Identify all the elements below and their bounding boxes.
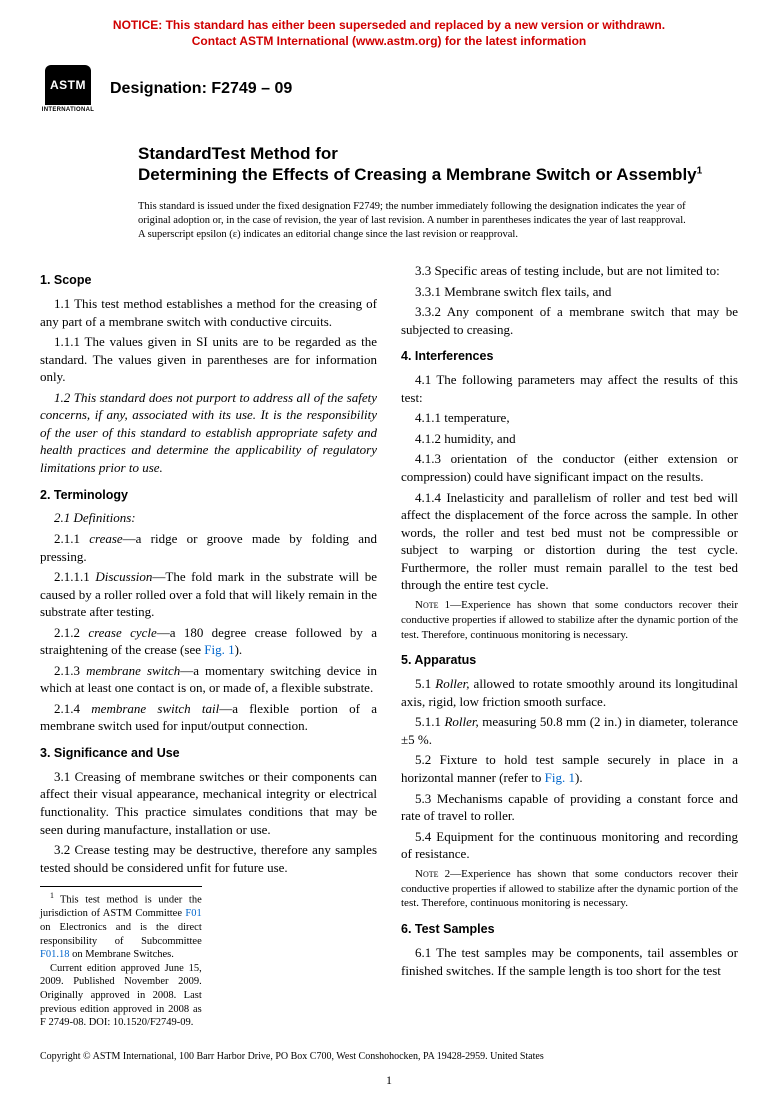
p3-3: 3.3 Specific areas of testing include, b… <box>401 262 738 280</box>
title-main: Determining the Effects of Creasing a Me… <box>138 164 738 185</box>
logo-mark: ASTM <box>45 65 91 105</box>
committee-f01[interactable]: F01 <box>185 908 201 919</box>
sec5-head: 5. Apparatus <box>401 652 738 669</box>
footnote-2: Current edition approved June 15, 2009. … <box>40 962 202 1030</box>
p2-1-3: 2.1.3 membrane switch—a momentary switch… <box>40 662 377 697</box>
sec1-head: 1. Scope <box>40 272 377 289</box>
p5-2: 5.2 Fixture to hold test sample securely… <box>401 751 738 786</box>
p3-3-2: 3.3.2 Any component of a membrane switch… <box>401 303 738 338</box>
title-pre: StandardTest Method for <box>138 143 738 164</box>
sec6-head: 6. Test Samples <box>401 921 738 938</box>
p5-1-1: 5.1.1 Roller, measuring 50.8 mm (2 in.) … <box>401 713 738 748</box>
p3-2: 3.2 Crease testing may be destructive, t… <box>40 841 377 876</box>
page-number: 1 <box>40 1072 738 1088</box>
logo-sub: INTERNATIONAL <box>42 106 94 114</box>
p3-1: 3.1 Creasing of membrane switches or the… <box>40 768 377 838</box>
p4-1-1: 4.1.1 temperature, <box>401 409 738 427</box>
subcommittee-f0118[interactable]: F01.18 <box>40 949 69 960</box>
p2-1-4: 2.1.4 membrane switch tail—a flexible po… <box>40 700 377 735</box>
designation: Designation: F2749 – 09 <box>110 78 292 100</box>
p1-2: 1.2 This standard does not purport to ad… <box>40 389 377 477</box>
p2-1-2: 2.1.2 crease cycle—a 180 degree crease f… <box>40 624 377 659</box>
p5-1: 5.1 Roller, allowed to rotate smoothly a… <box>401 675 738 710</box>
body-columns: 1. Scope 1.1 This test method establishe… <box>40 262 738 1030</box>
title-block: StandardTest Method for Determining the … <box>138 143 738 186</box>
notice-banner: NOTICE: This standard has either been su… <box>40 18 738 49</box>
sec4-head: 4. Interferences <box>401 348 738 365</box>
notice-line2: Contact ASTM International (www.astm.org… <box>192 34 586 48</box>
notice-line1: NOTICE: This standard has either been su… <box>113 18 665 32</box>
p3-3-1: 3.3.1 Membrane switch flex tails, and <box>401 283 738 301</box>
p1-1: 1.1 This test method establishes a metho… <box>40 295 377 330</box>
note-2: Note 2—Experience has shown that some co… <box>401 867 738 912</box>
p4-1: 4.1 The following parameters may affect … <box>401 371 738 406</box>
p5-4: 5.4 Equipment for the continuous monitor… <box>401 828 738 863</box>
sec2-head: 2. Terminology <box>40 487 377 504</box>
p2-1-1-1: 2.1.1.1 Discussion—The fold mark in the … <box>40 568 377 621</box>
copyright: Copyright © ASTM International, 100 Barr… <box>40 1050 738 1064</box>
astm-logo: ASTM INTERNATIONAL <box>40 61 96 117</box>
fig1-ref-2[interactable]: Fig. 1 <box>545 770 575 785</box>
p5-3: 5.3 Mechanisms capable of providing a co… <box>401 790 738 825</box>
p2-1-1: 2.1.1 crease—a ridge or groove made by f… <box>40 530 377 565</box>
footnote-1: 1 This test method is under the jurisdic… <box>40 891 202 962</box>
p6-1: 6.1 The test samples may be components, … <box>401 944 738 979</box>
p4-1-2: 4.1.2 humidity, and <box>401 430 738 448</box>
p4-1-3: 4.1.3 orientation of the conductor (eith… <box>401 450 738 485</box>
fig1-ref[interactable]: Fig. 1 <box>204 642 234 657</box>
defs-head: 2.1 Definitions: <box>40 509 377 527</box>
note-1: Note 1—Experience has shown that some co… <box>401 598 738 643</box>
issued-note: This standard is issued under the fixed … <box>138 200 693 243</box>
p1-1-1: 1.1.1 The values given in SI units are t… <box>40 333 377 386</box>
sec3-head: 3. Significance and Use <box>40 745 377 762</box>
footnotes: 1 This test method is under the jurisdic… <box>40 886 202 1030</box>
header-row: ASTM INTERNATIONAL Designation: F2749 – … <box>40 61 738 117</box>
p4-1-4: 4.1.4 Inelasticity and parallelism of ro… <box>401 489 738 594</box>
